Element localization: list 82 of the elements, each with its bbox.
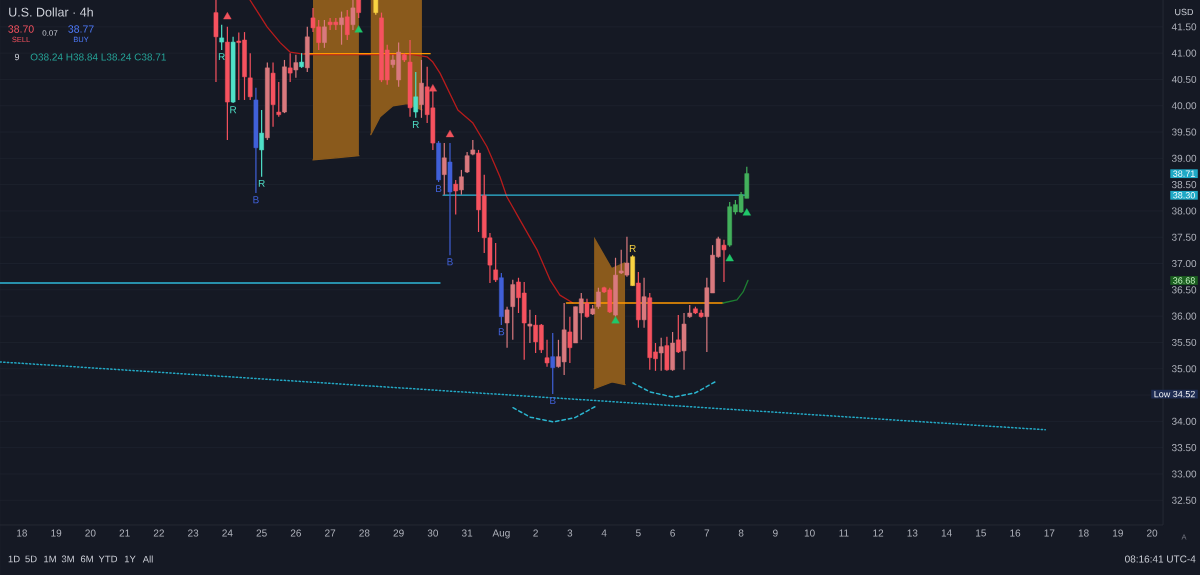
y-tick-label: 36.00 (1171, 312, 1197, 320)
text: 08:16:41 UTC-4 (1125, 555, 1196, 563)
text: 36.68 (1173, 277, 1195, 284)
x-tick-label: 20 (1147, 529, 1158, 537)
x-tick-label: 22 (153, 529, 164, 537)
x-tick-label: 6 (670, 529, 675, 537)
annotation: B (436, 185, 442, 193)
text: YTD (98, 555, 118, 563)
text: 38.30 (1173, 192, 1195, 199)
x-tick-label: 21 (119, 529, 130, 537)
text: 1Y (124, 555, 136, 563)
annotation: O38.24 H38.84 L38.24 C38.71 (30, 53, 166, 61)
x-tick-label: 18 (1078, 529, 1089, 537)
annotation: Low 34.52 (1154, 390, 1195, 398)
annotation: B (253, 196, 259, 204)
x-tick-label: 8 (738, 529, 744, 537)
x-tick-label: 23 (188, 529, 199, 537)
x-tick-label: 7 (704, 529, 710, 537)
x-tick-label: 16 (1010, 529, 1021, 537)
x-tick-label: 19 (1113, 529, 1123, 537)
annotation: 9 (14, 53, 20, 61)
x-tick-label: 2 (533, 529, 538, 537)
text: All (142, 555, 153, 563)
y-tick-label: 35.50 (1171, 338, 1197, 346)
annotation: 38.77 (68, 25, 94, 33)
y-tick-label: 35.00 (1171, 365, 1197, 373)
x-tick-label: 9 (773, 529, 778, 537)
annotation: 38.70 (8, 25, 34, 33)
x-tick-label: 12 (873, 529, 884, 537)
x-tick-label: 27 (325, 529, 336, 537)
x-tick-label: 13 (907, 529, 918, 537)
annotation: B (447, 258, 453, 266)
x-tick-label: 24 (222, 529, 233, 537)
x-tick-label: 29 (393, 529, 404, 537)
text: 1D (8, 555, 20, 563)
annotation: R (629, 245, 636, 252)
x-tick-label: 14 (941, 529, 952, 537)
y-tick-label: 40.50 (1171, 75, 1197, 83)
text: 1M (44, 555, 56, 563)
y-tick-label: 39.50 (1171, 128, 1197, 136)
y-tick-label: 38.00 (1171, 207, 1197, 215)
y-tick-label: 32.50 (1171, 496, 1197, 504)
x-tick-label: 10 (804, 529, 815, 537)
annotation: R (412, 121, 419, 128)
x-tick-label: 31 (461, 529, 473, 537)
x-tick-label: 15 (976, 529, 986, 537)
annotation: B (550, 397, 556, 405)
annotation: 0.07 (42, 30, 58, 36)
x-tick-label: 20 (85, 529, 96, 537)
x-tick-label: 28 (359, 529, 370, 537)
x-tick-label: 11 (839, 529, 849, 537)
y-tick-label: 39.00 (1171, 154, 1197, 162)
y-tick-label: 40.00 (1171, 102, 1197, 110)
x-tick-label: 18 (17, 529, 28, 537)
y-tick-label: 41.50 (1171, 23, 1197, 31)
x-tick-label: 4 (601, 529, 607, 537)
annotation: R (218, 53, 225, 61)
y-tick-label: 33.00 (1171, 470, 1197, 478)
text: 38.71 (1173, 170, 1195, 177)
x-tick-label: 25 (256, 529, 267, 537)
y-tick-label: 41.00 (1171, 49, 1197, 57)
y-tick-label: 37.00 (1171, 260, 1197, 268)
y-tick-label: 33.50 (1171, 444, 1197, 452)
x-tick-label: 5 (635, 529, 641, 537)
text: USD (1175, 8, 1194, 16)
annotation: R (258, 179, 265, 187)
annotation: B (498, 328, 505, 336)
text: 5D (25, 555, 37, 563)
text: 6M (80, 555, 93, 563)
y-tick-label: 38.50 (1171, 181, 1197, 189)
y-tick-label: 36.50 (1171, 286, 1197, 294)
x-tick-label: 3 (567, 529, 573, 537)
text: 3M (61, 555, 74, 563)
x-tick-label: 30 (427, 529, 439, 537)
x-tick-label: 26 (290, 529, 301, 537)
x-tick-label: 17 (1044, 529, 1055, 537)
x-tick-label: 19 (51, 529, 62, 537)
y-tick-label: 37.50 (1171, 233, 1197, 241)
x-tick-label: Aug (492, 529, 510, 539)
annotation: R (230, 106, 237, 114)
chart-title: U.S. Dollar · 4h (9, 7, 93, 17)
y-tick-label: 34.00 (1171, 417, 1197, 425)
